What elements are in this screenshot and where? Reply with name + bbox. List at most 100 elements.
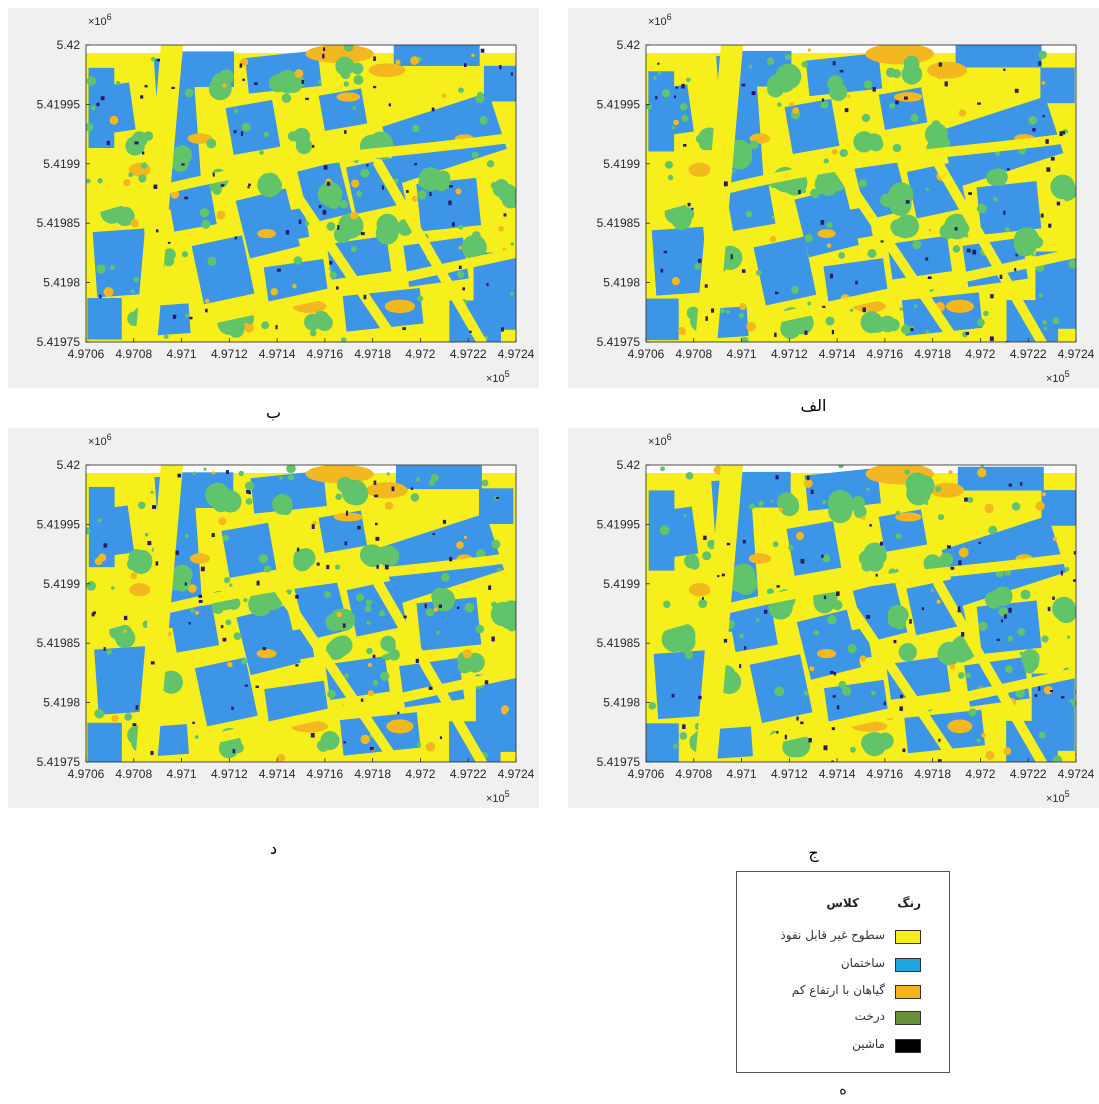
- x-tick-label: 4.9712: [771, 767, 808, 781]
- y-tick-label: 5.4198: [43, 276, 80, 290]
- legend-class-header: کلاس: [826, 896, 859, 910]
- x-tick-label: 4.971: [167, 767, 197, 781]
- x-tick-label: 4.972: [405, 347, 435, 361]
- y-tick-label: 5.41975: [37, 755, 81, 769]
- x-exponent: ×105: [1046, 789, 1070, 805]
- legend-label: ساختمان: [840, 956, 885, 970]
- x-tick-label: 4.9708: [675, 767, 712, 781]
- y-tick-label: 5.41985: [37, 636, 81, 650]
- map-panel-alef: 4.9706 4.9708 4.971 4.9712 4.9714 4.9716 4.971…: [568, 8, 1099, 388]
- x-tick-label: 4.972: [965, 347, 995, 361]
- legend-item-low-vegetation: گیاهان با ارتفاع کم: [743, 983, 921, 999]
- x-exponent: ×105: [486, 369, 510, 385]
- x-tick-label: 4.971: [167, 347, 197, 361]
- y-tick-label: 5.4198: [603, 276, 640, 290]
- y-exponent: ×106: [88, 12, 112, 28]
- x-tick-label: 4.9714: [819, 767, 856, 781]
- x-tick-label: 4.9714: [259, 767, 296, 781]
- legend-label: درخت: [854, 1009, 885, 1023]
- x-tick-label: 4.9716: [867, 347, 904, 361]
- y-tick-label: 5.41995: [597, 517, 641, 531]
- y-tick-label: 5.41975: [597, 755, 641, 769]
- map-panel-jim: 4.9706 4.9708 4.971 4.9712 4.9714 4.9716 4.971…: [568, 428, 1099, 808]
- x-tick-label: 4.971: [727, 347, 757, 361]
- x-tick-label: 4.9716: [307, 767, 344, 781]
- x-tick-label: 4.9724: [498, 767, 535, 781]
- x-exponent: ×105: [1046, 369, 1070, 385]
- x-tick-label: 4.9708: [675, 347, 712, 361]
- x-tick-label: 4.9706: [628, 767, 665, 781]
- x-tick-label: 4.9714: [259, 347, 296, 361]
- map-plot-alef: 4.9706 4.9708 4.971 4.9712 4.9714 4.9716 4.971…: [597, 12, 1095, 385]
- x-tick-label: 4.9712: [211, 347, 248, 361]
- y-tick-label: 5.41995: [597, 97, 641, 111]
- legend-swatch: [895, 985, 921, 999]
- map-plot-jim: 4.9706 4.9708 4.971 4.9712 4.9714 4.9716 4.971…: [597, 432, 1095, 805]
- y-tick-label: 5.41975: [37, 335, 81, 349]
- x-tick-label: 4.9706: [628, 347, 665, 361]
- legend-swatch: [895, 930, 921, 944]
- legend-header: رنگ کلاس: [751, 896, 921, 916]
- y-tick-label: 5.42: [617, 38, 641, 52]
- legend-item-impervious: سطوح غیر قابل نفوذ: [743, 928, 921, 944]
- y-tick-label: 5.4199: [603, 577, 640, 591]
- legend-swatch: [895, 958, 921, 972]
- x-tick-label: 4.9716: [867, 767, 904, 781]
- y-tick-label: 5.4199: [603, 157, 640, 171]
- x-tick-label: 4.9722: [1010, 767, 1047, 781]
- x-tick-label: 4.971: [727, 767, 757, 781]
- legend-item-car: ماشین: [743, 1037, 921, 1053]
- x-tick-label: 4.972: [405, 767, 435, 781]
- panel-caption-alef: الف: [800, 396, 827, 415]
- x-exponent: ×105: [486, 789, 510, 805]
- y-tick-label: 5.41985: [597, 216, 641, 230]
- x-tick-label: 4.9722: [1010, 347, 1047, 361]
- y-tick-label: 5.4198: [43, 696, 80, 710]
- legend-swatch: [895, 1011, 921, 1025]
- panel-caption-jim: ج: [808, 843, 819, 862]
- legend-label: گیاهان با ارتفاع کم: [791, 983, 885, 997]
- legend-box: رنگ کلاس سطوح غیر قابل نفوذ ساختمان گیاه…: [736, 871, 950, 1073]
- x-tick-label: 4.9722: [450, 347, 487, 361]
- x-tick-label: 4.9708: [115, 767, 152, 781]
- y-tick-label: 5.4198: [603, 696, 640, 710]
- y-tick-label: 5.4199: [43, 157, 80, 171]
- x-tick-label: 4.9712: [771, 347, 808, 361]
- panel-caption-be: ب: [265, 403, 282, 422]
- y-tick-label: 5.41985: [597, 636, 641, 650]
- x-tick-label: 4.9716: [307, 347, 344, 361]
- y-exponent: ×106: [88, 432, 112, 448]
- x-tick-label: 4.9718: [354, 767, 391, 781]
- y-exponent: ×106: [648, 12, 672, 28]
- y-tick-label: 5.42: [57, 458, 81, 472]
- x-tick-label: 4.9708: [115, 347, 152, 361]
- x-tick-label: 4.9718: [354, 347, 391, 361]
- legend-label: ماشین: [852, 1037, 885, 1051]
- y-tick-label: 5.4199: [43, 577, 80, 591]
- y-exponent: ×106: [648, 432, 672, 448]
- panel-caption-dal: د: [269, 839, 278, 858]
- legend-item-building: ساختمان: [743, 956, 921, 972]
- x-tick-label: 4.9724: [498, 347, 535, 361]
- x-tick-label: 4.9712: [211, 767, 248, 781]
- y-tick-label: 5.41995: [37, 97, 81, 111]
- x-tick-label: 4.9724: [1058, 347, 1095, 361]
- legend-swatch: [895, 1039, 921, 1053]
- legend-label: سطوح غیر قابل نفوذ: [780, 928, 885, 942]
- y-tick-label: 5.41995: [37, 517, 81, 531]
- x-tick-label: 4.9724: [1058, 767, 1095, 781]
- x-tick-label: 4.9718: [914, 767, 951, 781]
- map-panel-be: 4.9706 4.9708 4.971 4.9712 4.9714 4.9716 4.971…: [8, 8, 539, 388]
- x-tick-label: 4.9706: [68, 347, 105, 361]
- x-tick-label: 4.9718: [914, 347, 951, 361]
- x-tick-label: 4.9722: [450, 767, 487, 781]
- y-tick-label: 5.41975: [597, 335, 641, 349]
- legend-color-header: رنگ: [897, 896, 921, 910]
- legend-item-tree: درخت: [743, 1009, 921, 1025]
- map-panel-dal: 4.9706 4.9708 4.971 4.9712 4.9714 4.9716 4.971…: [8, 428, 539, 808]
- x-tick-label: 4.9714: [819, 347, 856, 361]
- y-tick-label: 5.42: [57, 38, 81, 52]
- map-plot-dal: 4.9706 4.9708 4.971 4.9712 4.9714 4.9716 4.971…: [37, 432, 535, 805]
- y-tick-label: 5.42: [617, 458, 641, 472]
- x-tick-label: 4.972: [965, 767, 995, 781]
